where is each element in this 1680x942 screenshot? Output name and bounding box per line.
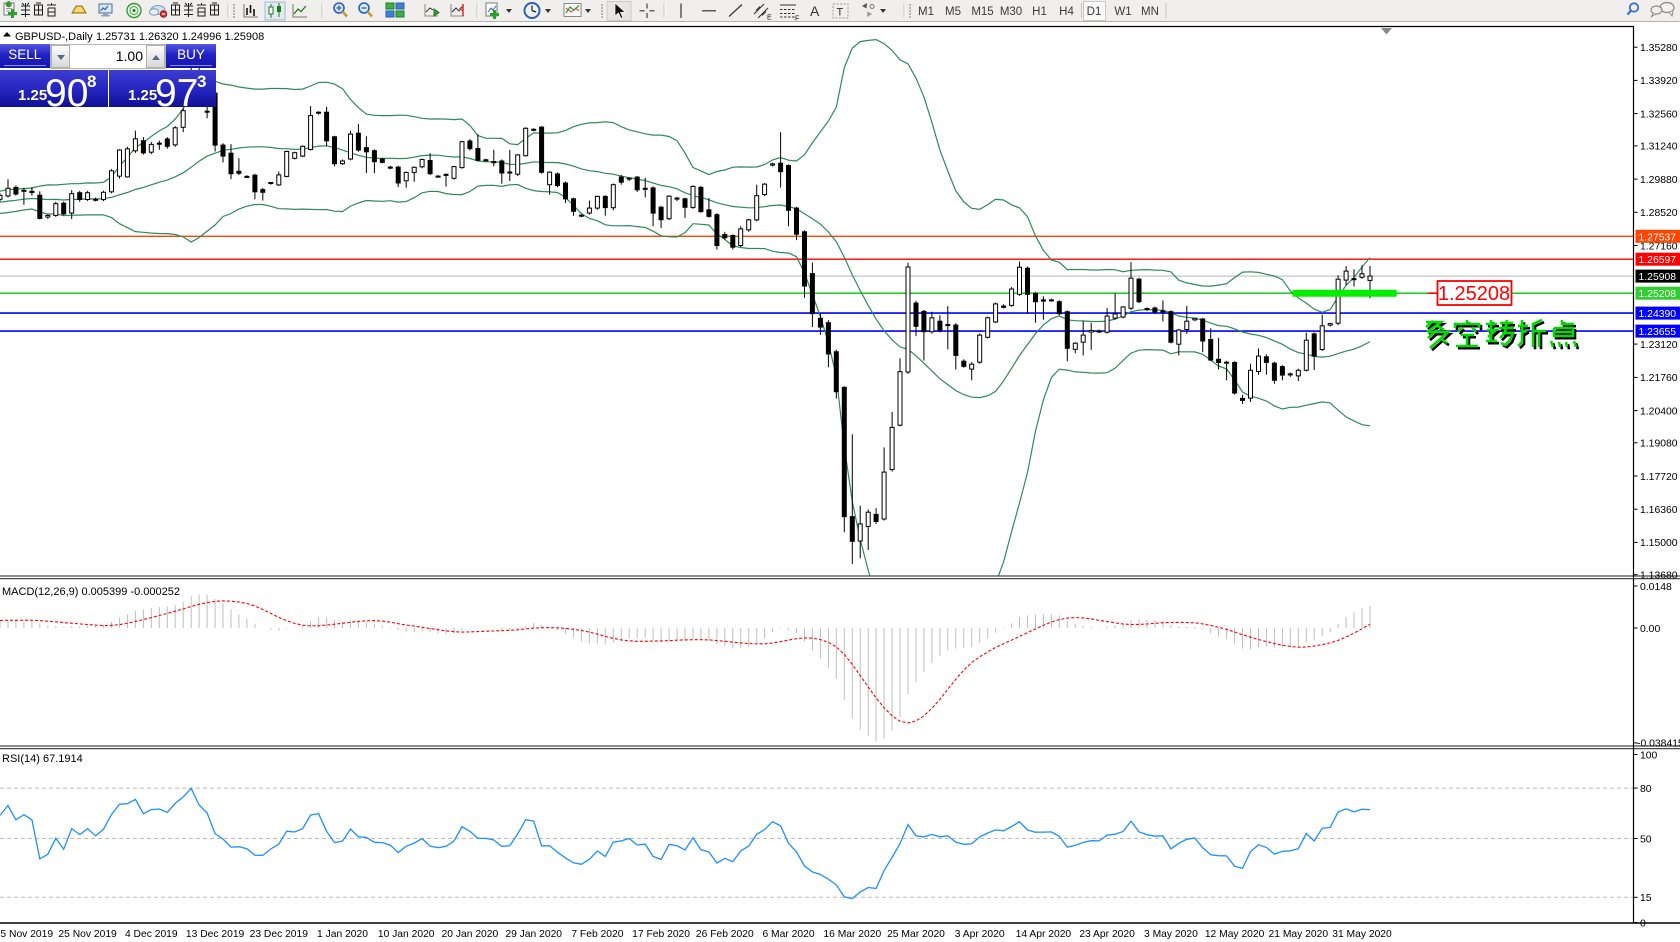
svg-text:1.25908: 1.25908 <box>1639 272 1677 283</box>
svg-text:25 Nov 2019: 25 Nov 2019 <box>58 929 117 940</box>
svg-text:1.25208: 1.25208 <box>1639 289 1677 300</box>
svg-text:31 May 2020: 31 May 2020 <box>1332 929 1392 940</box>
svg-text:80: 80 <box>1640 784 1652 795</box>
svg-text:M30: M30 <box>1000 6 1022 18</box>
svg-text:1.31240: 1.31240 <box>1640 142 1678 153</box>
svg-text:0: 0 <box>1640 918 1646 929</box>
svg-text:20 Jan 2020: 20 Jan 2020 <box>442 929 499 940</box>
svg-text:4 Dec 2019: 4 Dec 2019 <box>125 929 178 940</box>
svg-text:1.21760: 1.21760 <box>1640 373 1678 384</box>
svg-text:1.35280: 1.35280 <box>1640 43 1678 54</box>
svg-text:H4: H4 <box>1059 6 1074 18</box>
svg-text:1.25208: 1.25208 <box>1438 283 1510 305</box>
svg-text:1.23655: 1.23655 <box>1639 327 1677 338</box>
svg-text:1.16360: 1.16360 <box>1640 505 1678 516</box>
svg-text:50: 50 <box>1640 834 1652 845</box>
svg-text:12 May 2020: 12 May 2020 <box>1205 929 1265 940</box>
svg-text:D1: D1 <box>1087 6 1102 18</box>
svg-text:MN: MN <box>1141 6 1159 18</box>
svg-text:M15: M15 <box>971 6 993 18</box>
svg-text:RSI(14) 67.1914: RSI(14) 67.1914 <box>2 753 83 765</box>
svg-text:1.29880: 1.29880 <box>1640 175 1678 186</box>
svg-text:29 Jan 2020: 29 Jan 2020 <box>505 929 562 940</box>
svg-text:1.25731 1.26320 1.24996 1.2590: 1.25731 1.26320 1.24996 1.25908 <box>96 31 264 43</box>
svg-text:23 Dec 2019: 23 Dec 2019 <box>250 929 309 940</box>
svg-text:23 Apr 2020: 23 Apr 2020 <box>1079 929 1135 940</box>
svg-text:1 Jan 2020: 1 Jan 2020 <box>317 929 368 940</box>
svg-text:1.24390: 1.24390 <box>1639 309 1677 320</box>
svg-text:E: E <box>767 15 772 22</box>
svg-text:15: 15 <box>1640 893 1652 904</box>
svg-text:16 Mar 2020: 16 Mar 2020 <box>823 929 881 940</box>
svg-text:-0.038415: -0.038415 <box>1637 739 1680 750</box>
svg-text:1.32560: 1.32560 <box>1640 109 1678 120</box>
svg-text:H1: H1 <box>1032 6 1047 18</box>
svg-text:25 Mar 2020: 25 Mar 2020 <box>887 929 945 940</box>
svg-text:6 Mar 2020: 6 Mar 2020 <box>762 929 814 940</box>
svg-text:1.26597: 1.26597 <box>1639 255 1677 266</box>
svg-text:1.20400: 1.20400 <box>1640 406 1678 417</box>
svg-text:100: 100 <box>1640 750 1658 761</box>
svg-text:1.13680: 1.13680 <box>1640 571 1678 582</box>
svg-text:0.00: 0.00 <box>1640 624 1660 635</box>
svg-text:3 Apr 2020: 3 Apr 2020 <box>955 929 1005 940</box>
svg-text:26 Feb 2020: 26 Feb 2020 <box>696 929 754 940</box>
svg-text:GBPUSD-,Daily: GBPUSD-,Daily <box>15 31 93 43</box>
svg-text:3 May 2020: 3 May 2020 <box>1144 929 1198 940</box>
svg-text:1.15000: 1.15000 <box>1640 538 1678 549</box>
svg-text:0.0148: 0.0148 <box>1640 582 1672 593</box>
svg-text:F: F <box>795 16 799 23</box>
svg-text:1.28520: 1.28520 <box>1640 208 1678 219</box>
svg-text:A: A <box>810 3 820 19</box>
svg-text:T: T <box>837 7 844 19</box>
svg-text:M1: M1 <box>918 6 934 18</box>
svg-text:17 Feb 2020: 17 Feb 2020 <box>632 929 690 940</box>
svg-text:MACD(12,26,9) 0.005399 -0.0002: MACD(12,26,9) 0.005399 -0.000252 <box>2 586 180 598</box>
svg-text:M5: M5 <box>945 6 961 18</box>
svg-text:1.27160: 1.27160 <box>1640 241 1678 252</box>
svg-text:1.23120: 1.23120 <box>1640 340 1678 351</box>
svg-text:21 May 2020: 21 May 2020 <box>1269 929 1329 940</box>
svg-text:1.33920: 1.33920 <box>1640 76 1678 87</box>
svg-text:1.19080: 1.19080 <box>1640 439 1678 450</box>
svg-text:1.17720: 1.17720 <box>1640 472 1678 483</box>
svg-text:10 Jan 2020: 10 Jan 2020 <box>378 929 435 940</box>
svg-text:14 Apr 2020: 14 Apr 2020 <box>1016 929 1072 940</box>
svg-text:W1: W1 <box>1114 6 1131 18</box>
svg-text:1.27537: 1.27537 <box>1639 232 1677 243</box>
svg-text:15 Nov 2019: 15 Nov 2019 <box>0 929 53 940</box>
svg-text:7 Feb 2020: 7 Feb 2020 <box>571 929 623 940</box>
svg-text:13 Dec 2019: 13 Dec 2019 <box>186 929 245 940</box>
